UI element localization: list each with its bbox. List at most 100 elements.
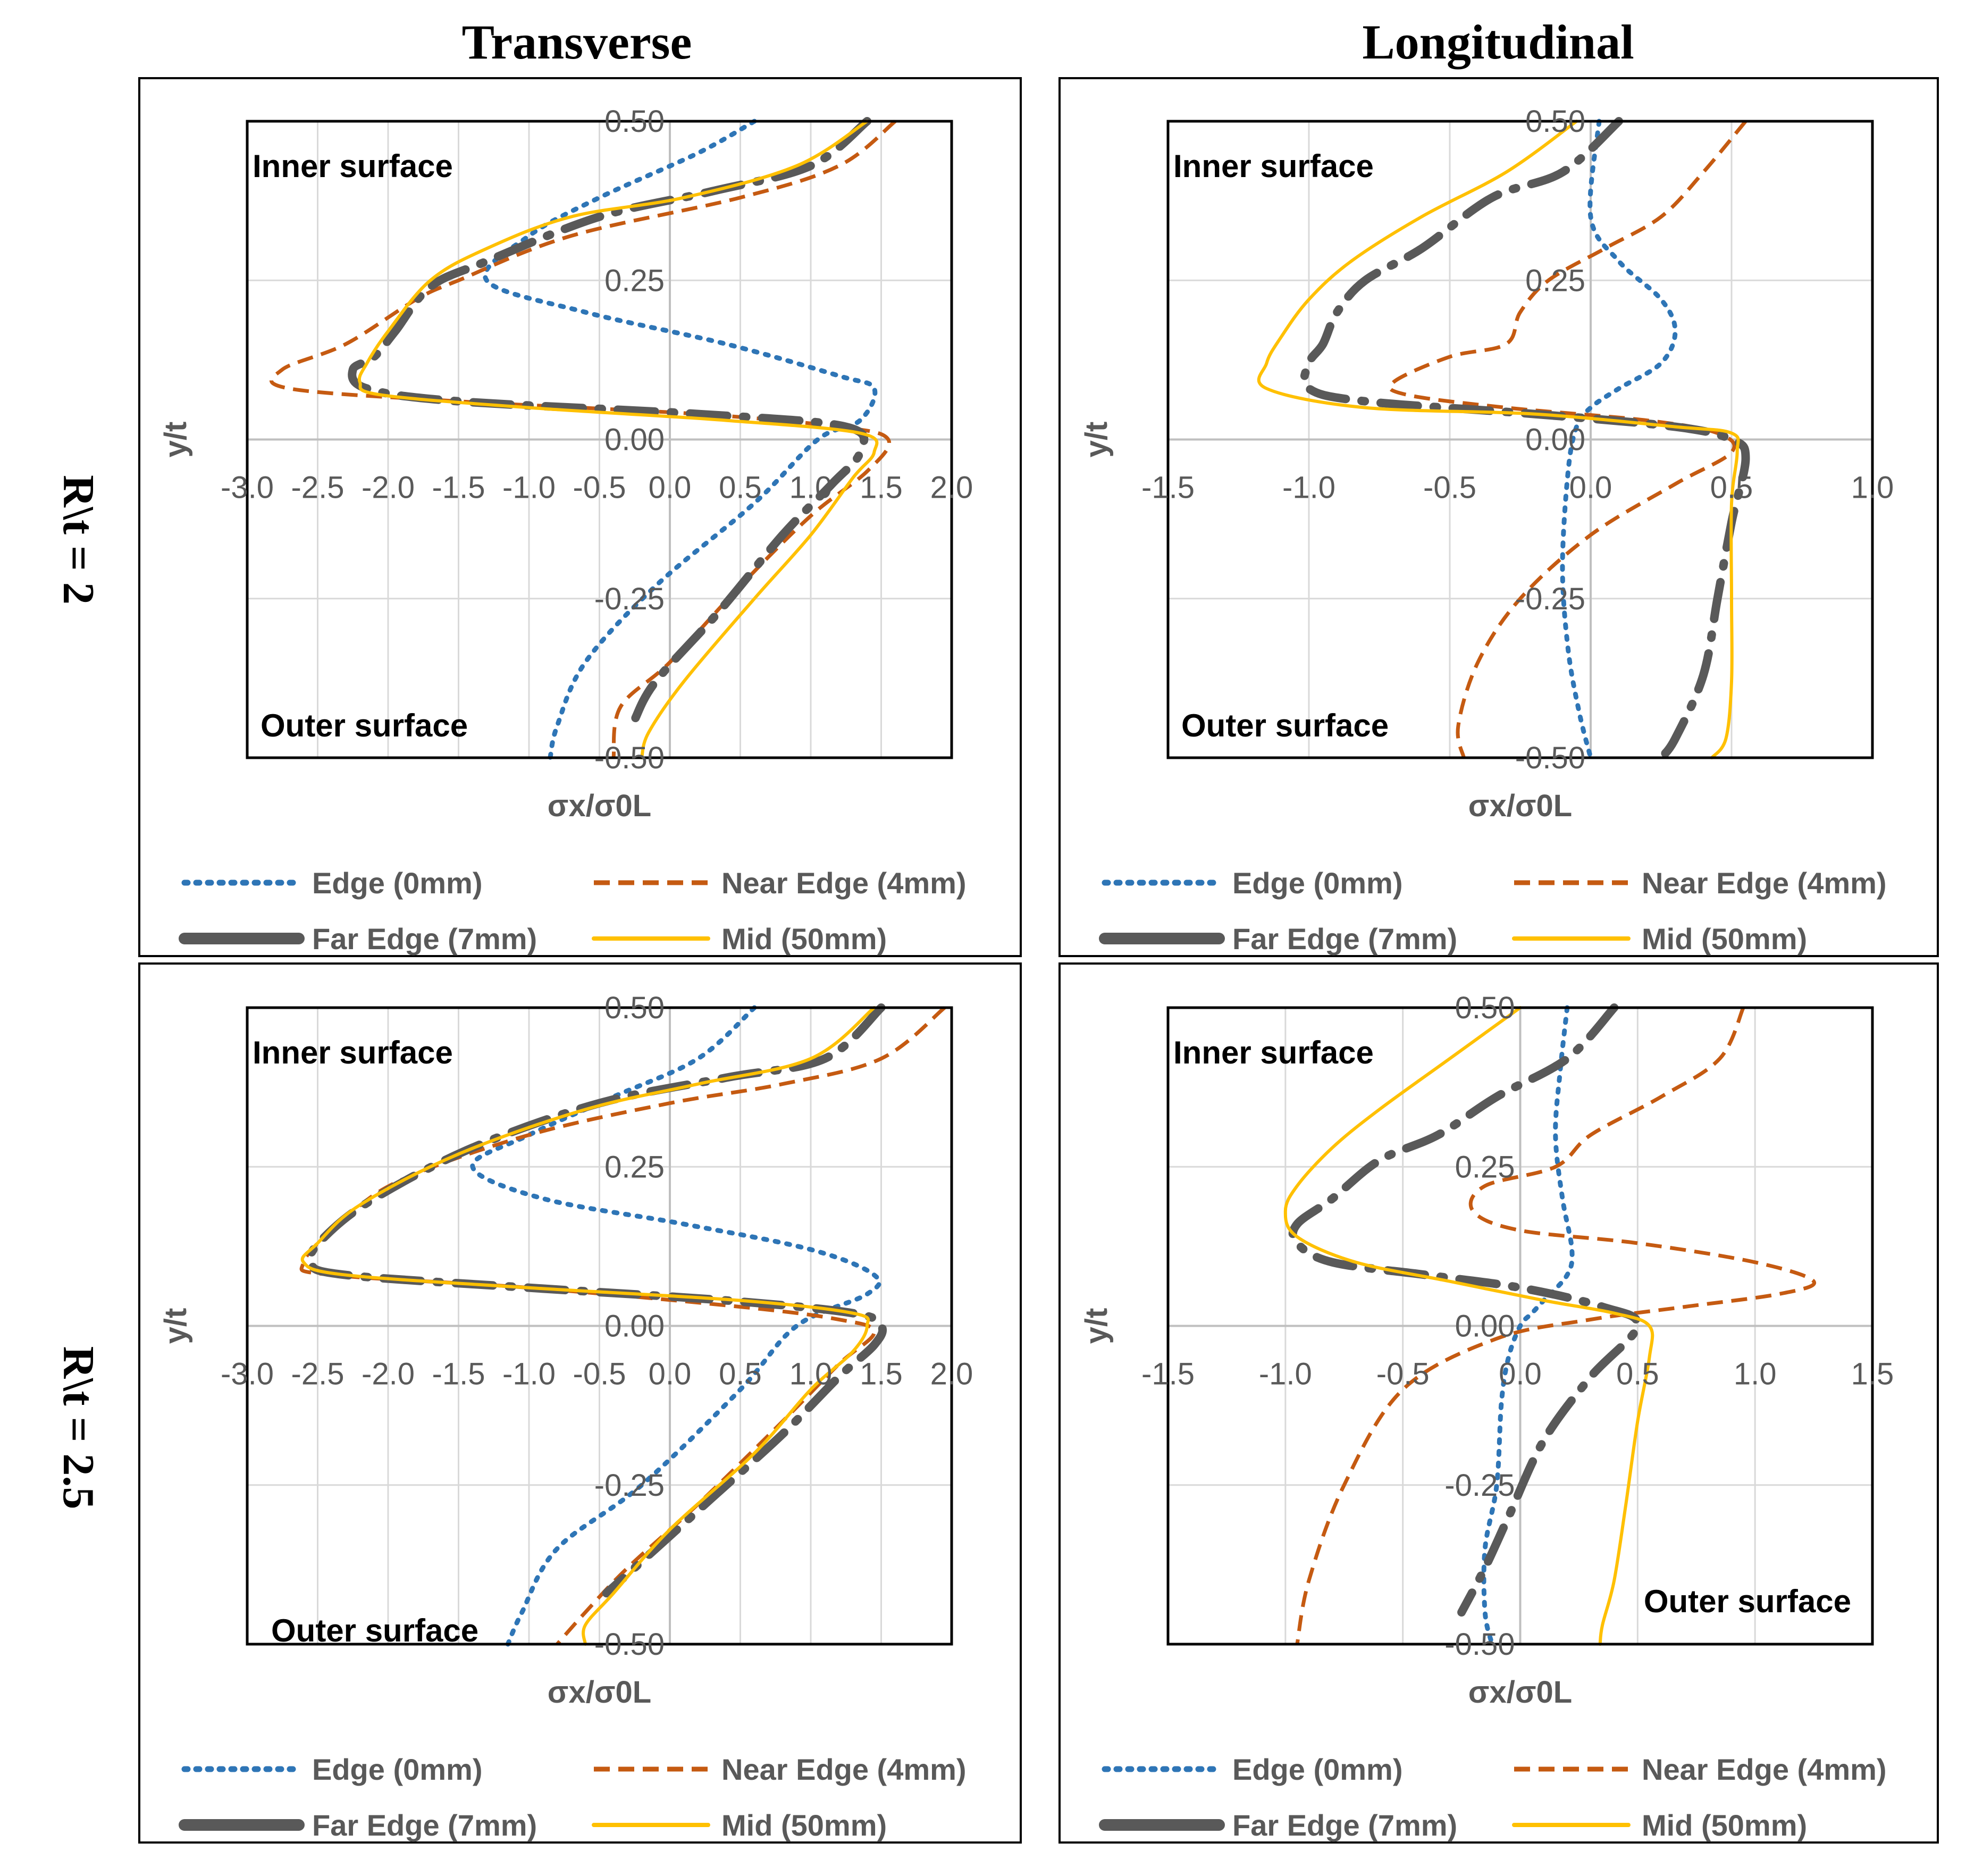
x-tick-label: -0.5 — [573, 471, 626, 505]
y-tick-label: -0.25 — [594, 1468, 665, 1503]
x-tick-label: 1.0 — [1734, 1357, 1777, 1392]
x-tick-label: 2.0 — [930, 1357, 973, 1392]
x-tick-label: 1.0 — [1851, 471, 1894, 505]
y-tick-label: -0.25 — [1515, 582, 1585, 616]
x-axis-title: σx/σ0L — [548, 789, 651, 823]
outer-surface-label: Outer surface — [271, 1613, 478, 1648]
legend-label: Far Edge (7mm) — [312, 922, 537, 956]
x-axis-title: σx/σ0L — [548, 1675, 651, 1710]
x-tick-label: 1.5 — [1851, 1357, 1894, 1392]
x-tick-label: -2.0 — [362, 1357, 415, 1392]
y-tick-label: 0.50 — [604, 104, 665, 139]
legend-label: Edge (0mm) — [1232, 1753, 1403, 1786]
x-tick-label: -0.5 — [1376, 1357, 1430, 1392]
series-line — [1295, 1007, 1817, 1645]
legend-label: Near Edge (4mm) — [1642, 866, 1887, 900]
y-tick-label: -0.50 — [1444, 1627, 1515, 1662]
x-tick-label: 0.5 — [1616, 1357, 1659, 1392]
legend-label: Near Edge (4mm) — [1642, 1753, 1887, 1786]
x-tick-label: -1.0 — [502, 1357, 556, 1392]
outer-surface-label: Outer surface — [1644, 1584, 1851, 1619]
legend-label: Mid (50mm) — [721, 1808, 887, 1842]
series-line — [1388, 120, 1747, 758]
x-tick-label: -2.5 — [291, 1357, 345, 1392]
x-tick-label: 0.5 — [719, 1357, 762, 1392]
y-tick-label: 0.25 — [604, 1150, 665, 1184]
y-tick-label: -0.25 — [1444, 1468, 1515, 1503]
y-tick-label: -0.50 — [594, 1627, 665, 1662]
x-tick-label: -1.5 — [1141, 1357, 1195, 1392]
y-axis-title: y/t — [1079, 1308, 1114, 1344]
x-tick-label: -1.5 — [432, 1357, 485, 1392]
row-label-rt-2-5: R\t = 2.5 — [54, 1346, 103, 1510]
y-tick-label: 0.00 — [604, 423, 665, 457]
y-axis-title: y/t — [158, 1308, 193, 1344]
chart-panel-4: 0.50 0.25 0.00 -0.25 -0.50 -1.5 -1.0 -0.5 0.0 0.5… — [1058, 962, 1939, 1844]
x-axis-title: σx/σ0L — [1468, 789, 1572, 823]
x-tick-label: -1.0 — [1259, 1357, 1312, 1392]
chart-panel-3: 0.50 0.25 0.00 -0.25 -0.50 -3.0 -2.5 -2.0 -1.5 -1… — [138, 962, 1022, 1844]
x-tick-label: 0.0 — [649, 1357, 692, 1392]
outer-surface-label: Outer surface — [1181, 708, 1389, 743]
legend-label: Mid (50mm) — [1642, 1808, 1807, 1842]
y-tick-label: 0.50 — [1455, 991, 1515, 1025]
legend-label: Edge (0mm) — [312, 866, 483, 900]
x-tick-label: 1.5 — [860, 1357, 903, 1392]
x-tick-label: -1.0 — [1282, 471, 1335, 505]
panel-frame — [138, 77, 1022, 957]
legend-label: Far Edge (7mm) — [312, 1808, 537, 1842]
x-tick-label: -1.5 — [1141, 471, 1195, 505]
x-tick-label: 1.0 — [789, 1357, 833, 1392]
y-tick-label: 0.00 — [1455, 1309, 1515, 1344]
y-tick-label: 0.00 — [604, 1309, 665, 1344]
y-tick-label: 0.25 — [604, 263, 665, 298]
panel-frame — [1058, 77, 1939, 957]
y-tick-label: 0.25 — [1525, 263, 1585, 298]
y-tick-label: 0.25 — [1455, 1150, 1515, 1184]
x-tick-label: -3.0 — [221, 1357, 274, 1392]
panel-frame — [1058, 962, 1939, 1844]
x-tick-label: 0.5 — [719, 471, 762, 505]
series-line — [1257, 120, 1740, 759]
series-line — [1283, 1006, 1654, 1646]
y-tick-label: -0.50 — [1515, 741, 1585, 775]
x-tick-label: -0.5 — [573, 1357, 626, 1392]
legend-label: Mid (50mm) — [721, 922, 887, 956]
series-line — [300, 1006, 876, 1646]
y-axis-title: y/t — [158, 422, 193, 458]
y-tick-label: -0.50 — [594, 741, 665, 775]
y-tick-label: -0.25 — [594, 582, 665, 616]
series-line — [1481, 1005, 1575, 1647]
chart-panel-2: 0.50 0.25 0.00 -0.25 -0.50 -1.5 -1.0 -0.5 0.0 0.5… — [1058, 77, 1939, 957]
x-tick-label: 0.0 — [1569, 471, 1612, 505]
x-tick-label: 1.0 — [789, 471, 833, 505]
plot-area-border — [246, 1006, 953, 1646]
y-tick-label: 0.00 — [1525, 423, 1585, 457]
x-axis-title: σx/σ0L — [1468, 1675, 1572, 1710]
legend-label: Far Edge (7mm) — [1232, 922, 1457, 956]
x-tick-label: -2.5 — [291, 471, 345, 505]
series-line — [270, 120, 897, 758]
inner-surface-label: Inner surface — [253, 148, 453, 184]
x-tick-label: -1.5 — [432, 471, 485, 505]
inner-surface-label: Inner surface — [253, 1035, 453, 1070]
legend-label: Near Edge (4mm) — [721, 1753, 967, 1786]
y-tick-label: 0.50 — [1525, 104, 1585, 139]
legend-label: Far Edge (7mm) — [1232, 1808, 1457, 1842]
x-tick-label: -0.5 — [1423, 471, 1476, 505]
column-title-transverse: Transverse — [462, 15, 692, 69]
column-title-longitudinal: Longitudinal — [1362, 15, 1634, 69]
plot-area-border — [246, 120, 953, 759]
legend-label: Edge (0mm) — [312, 1753, 483, 1786]
x-tick-label: 2.0 — [930, 471, 973, 505]
y-tick-label: 0.50 — [604, 991, 665, 1025]
series-line — [1300, 117, 1750, 762]
legend-label: Mid (50mm) — [1642, 922, 1807, 956]
series-line — [1560, 119, 1678, 760]
x-tick-label: -1.0 — [502, 471, 556, 505]
x-tick-label: 0.5 — [1710, 471, 1753, 505]
inner-surface-label: Inner surface — [1173, 148, 1374, 184]
series-line — [483, 119, 878, 760]
